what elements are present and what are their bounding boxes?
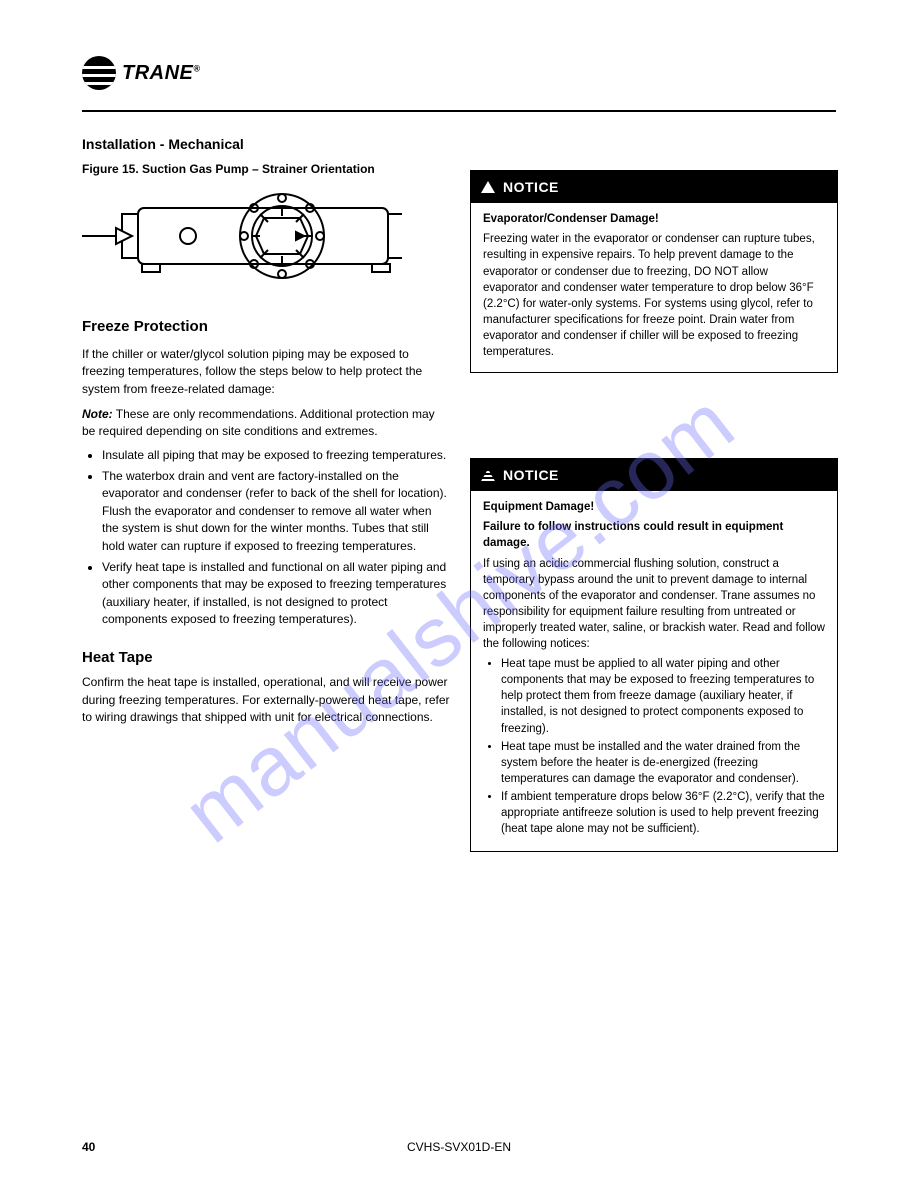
brand-name: TRANE® xyxy=(122,62,201,85)
notice-body: Evaporator/Condenser Damage! Freezing wa… xyxy=(471,203,837,372)
freeze-steps-list: Insulate all piping that may be exposed … xyxy=(102,447,450,629)
registered-icon: ® xyxy=(193,63,200,73)
notice-title: Equipment Damage! xyxy=(483,499,825,515)
figure-caption: Figure 15. Suction Gas Pump – Strainer O… xyxy=(82,162,375,176)
notice-label: NOTICE xyxy=(503,177,559,197)
heat-tape-heading: Heat Tape xyxy=(82,647,450,669)
warning-triangle-icon xyxy=(481,181,495,193)
notice-list: Heat tape must be applied to all water p… xyxy=(501,656,825,837)
list-item: Verify heat tape is installed and functi… xyxy=(102,559,450,629)
notice-box-equip: NOTICE Equipment Damage! Failure to foll… xyxy=(470,458,838,852)
freeze-note: Note: These are only recommendations. Ad… xyxy=(82,406,450,441)
list-item: Insulate all piping that may be exposed … xyxy=(102,447,450,464)
list-item: The waterbox drain and vent are factory-… xyxy=(102,468,450,555)
left-column: Freeze Protection If the chiller or wate… xyxy=(82,316,450,727)
brand-text: TRANE xyxy=(122,62,193,84)
notice-lead-text: Failure to follow instructions could res… xyxy=(483,521,783,549)
notice-body: Equipment Damage! Failure to follow inst… xyxy=(471,491,837,851)
note-body: These are only recommendations. Addition… xyxy=(82,407,435,438)
notice-box-evap: NOTICE Evaporator/Condenser Damage! Free… xyxy=(470,170,838,373)
strainer-diagram-icon xyxy=(82,178,402,308)
heat-tape-body: Confirm the heat tape is installed, oper… xyxy=(82,674,450,726)
figure-title: Suction Gas Pump – Strainer Orientation xyxy=(142,162,375,176)
list-item: Heat tape must be applied to all water p… xyxy=(501,656,825,736)
freeze-protection-intro: If the chiller or water/glycol solution … xyxy=(82,346,450,398)
notice-lead: Failure to follow instructions could res… xyxy=(483,519,825,551)
warning-triangle-striped-icon xyxy=(481,469,495,481)
note-label: Note: xyxy=(82,407,113,421)
list-item: If ambient temperature drops below 36°F … xyxy=(501,789,825,837)
notice-label: NOTICE xyxy=(503,465,559,485)
header-divider xyxy=(82,110,836,112)
list-item: Heat tape must be installed and the wate… xyxy=(501,739,825,787)
notice-paragraph: If using an acidic commercial flushing s… xyxy=(483,556,825,653)
freeze-protection-heading: Freeze Protection xyxy=(82,316,450,338)
notice-title: Evaporator/Condenser Damage! xyxy=(483,211,825,227)
figure-number: Figure 15. xyxy=(82,162,139,176)
doc-id: CVHS-SVX01D-EN xyxy=(0,1140,918,1154)
brand-logo: TRANE® xyxy=(82,56,201,90)
notice-header: NOTICE xyxy=(471,459,837,491)
notice-text: Freezing water in the evaporator or cond… xyxy=(483,231,825,360)
trane-globe-icon xyxy=(82,56,116,90)
notice-header: NOTICE xyxy=(471,171,837,203)
section-title: Installation - Mechanical xyxy=(82,136,244,152)
